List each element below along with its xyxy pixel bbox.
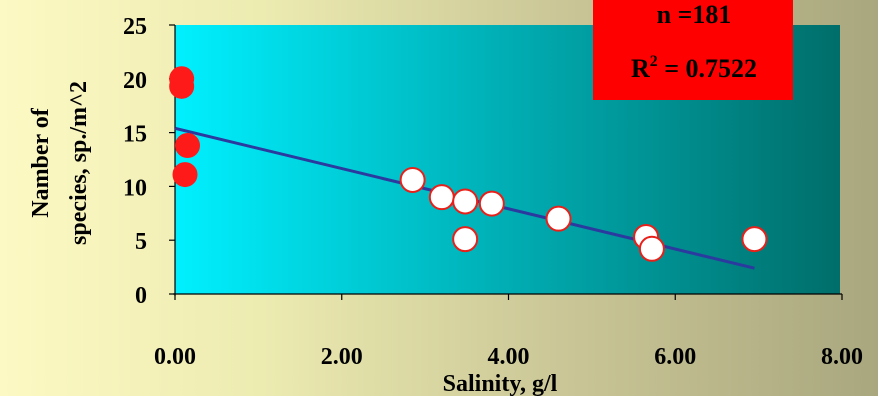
y-tick-label: 15 — [123, 122, 147, 148]
y-axis-label-line2: species, sp./m^2 — [66, 81, 92, 245]
x-ticks: 0.00 2.00 4.00 6.00 8.00 — [154, 294, 863, 370]
data-point-white — [478, 190, 505, 217]
r-squared-value: = 0.7522 — [658, 54, 757, 83]
data-point-white — [638, 235, 665, 262]
r-squared-exponent: 2 — [650, 53, 658, 70]
data-point-white — [452, 188, 479, 215]
stats-box — [593, 0, 793, 100]
stats-annotation: n =181 R2 = 0.7522 — [593, 0, 793, 100]
x-axis-label: Salinity, g/l — [443, 371, 558, 396]
y-tick-label: 0 — [135, 283, 147, 309]
y-tick-label: 20 — [123, 68, 147, 94]
x-tick-label: 8.00 — [821, 344, 863, 370]
y-tick-label: 25 — [123, 14, 147, 40]
sample-size-label: n =181 — [657, 0, 732, 29]
data-point-white — [741, 226, 768, 253]
x-tick-label: 2.00 — [321, 344, 363, 370]
y-ticks: 0 5 10 15 20 25 — [123, 14, 175, 309]
y-tick-label: 5 — [135, 229, 147, 255]
x-tick-label: 6.00 — [654, 344, 696, 370]
data-points — [169, 66, 768, 262]
data-point-white — [399, 166, 426, 193]
data-point-red — [169, 73, 195, 99]
y-tick-label: 10 — [123, 175, 147, 201]
data-point-red — [175, 133, 201, 159]
r-symbol: R — [631, 54, 650, 83]
r-squared-label: R2 = 0.7522 — [631, 53, 757, 83]
data-point-white — [452, 226, 479, 253]
data-point-white — [428, 184, 455, 211]
x-tick-label: 4.00 — [488, 344, 530, 370]
x-tick-label: 0.00 — [154, 344, 196, 370]
data-point-red — [172, 162, 198, 188]
data-point-white — [545, 205, 572, 232]
y-axis-label-line1: Namber of — [28, 107, 54, 218]
